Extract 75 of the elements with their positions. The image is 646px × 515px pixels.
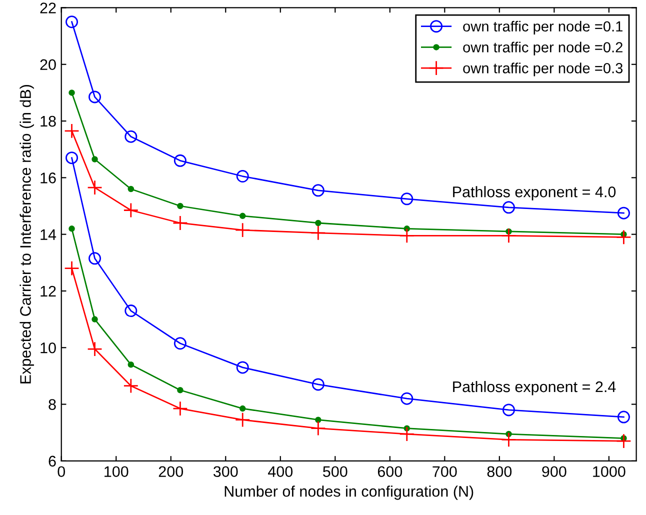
point [66,152,78,164]
point [234,412,250,428]
x-tick-label: 1000 [593,466,626,478]
y-tick-label: 22 [40,2,56,14]
point [177,202,184,210]
point [87,341,102,357]
point [123,202,139,218]
point [400,192,414,206]
annotation: Pathloss exponent = 4.0 [453,186,616,200]
y-tick-label: 10 [40,342,56,354]
y-tick-label: 8 [48,399,56,410]
legend-label: own traffic per node =0.3 [463,62,623,76]
y-tick-label: 14 [40,229,56,240]
point [236,170,249,183]
y-tick-label: 16 [40,172,56,184]
point [172,215,188,231]
point [236,361,249,374]
annotation: Pathloss exponent = 2.4 [453,380,616,396]
point [617,206,630,220]
point [501,228,516,244]
y-tick-label: 6 [48,456,56,467]
x-tick-label: 400 [268,466,293,478]
point [616,230,632,245]
y-tick-label: 18 [40,116,56,127]
point [502,201,515,214]
point [312,184,324,197]
point [234,222,250,238]
point [400,392,414,405]
point [66,16,78,28]
point [399,426,415,442]
point [92,156,98,162]
x-tick-label: 200 [158,466,184,478]
point [315,416,322,423]
point [88,252,102,265]
point [310,420,326,436]
point [502,404,515,416]
point [617,410,630,424]
point [124,304,138,318]
point [87,180,102,196]
y-axis-title: Expected Carrier to Interference ratio (in dB) [20,84,34,384]
point [128,361,134,368]
x-tick-label: 100 [104,466,128,478]
point [68,226,75,232]
point [88,90,102,104]
x-tick-label: 700 [432,466,457,478]
x-tick-label: 500 [323,466,348,478]
point [64,260,80,276]
legend-label: own traffic per node =0.1 [463,20,622,34]
point [239,405,246,412]
point [501,432,516,448]
x-axis-title: Number of nodes in configuration (N) [224,486,474,500]
point [310,225,326,241]
y-tick-label: 20 [40,59,56,70]
point [174,337,186,350]
point [64,123,80,139]
point [92,316,98,322]
y-tick-label: 12 [40,286,56,297]
point [172,400,188,416]
x-tick-label: 300 [213,466,238,478]
point [124,130,138,143]
x-tick-label: 800 [487,466,512,478]
x-tick-label: 600 [378,466,402,478]
point [312,378,324,391]
point [123,378,139,394]
point [315,220,322,226]
point [68,90,75,96]
point [128,186,134,192]
x-tick-label: 900 [542,466,566,478]
point [399,228,415,244]
point [239,212,246,220]
point [177,386,184,394]
x-tick-label: 0 [58,466,66,478]
legend-label: own traffic per node =0.2 [463,42,622,56]
point [174,154,186,167]
point [616,433,632,449]
